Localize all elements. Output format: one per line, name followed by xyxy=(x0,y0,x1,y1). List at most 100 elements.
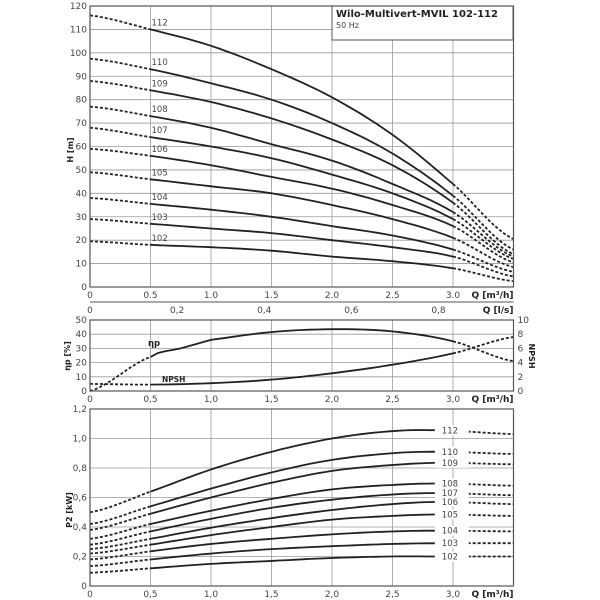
p2-curve-108-dashed-end xyxy=(462,483,514,487)
p2-curve-102-dashed-start xyxy=(90,567,151,574)
x-tick-label: 3.0 xyxy=(446,291,461,301)
y-tick-label: 120 xyxy=(70,2,87,12)
h-curve-105-dashed-end xyxy=(452,236,514,268)
label-background xyxy=(434,425,469,436)
y-axis-label: H [m] xyxy=(66,137,75,162)
h-curve-112-dashed-end xyxy=(452,183,514,240)
p2-curve-label: 102 xyxy=(442,553,458,563)
x-tick-label: 0,5 xyxy=(143,395,157,405)
p2-curve-label: 109 xyxy=(442,459,458,469)
title-box: Wilo-Multivert-MVIL 102-112 50 Hz xyxy=(331,5,514,41)
y-tick-label: 110 xyxy=(70,25,87,35)
y-right-tick-label: 2 xyxy=(518,373,524,383)
x-tick-label: 1,5 xyxy=(264,590,278,600)
p2-curve-104-solid xyxy=(150,529,441,553)
y-tick-label: 10 xyxy=(76,260,88,270)
x-axis-label: Q [m³/h] xyxy=(471,395,513,405)
x-tick-label: 2,0 xyxy=(325,395,340,405)
y-axis-label: P2 [kW] xyxy=(65,492,74,528)
y-tick-label: 30 xyxy=(76,213,88,223)
p2-curve-107-dashed-end xyxy=(462,492,514,497)
p2-curve-103-dashed-start xyxy=(89,558,151,567)
y-tick-label: 0,2 xyxy=(73,553,87,563)
x-tick-label: 0.5 xyxy=(143,291,157,301)
x-tick-label: 3,0 xyxy=(446,590,461,600)
p2-curve-110-dashed-end xyxy=(462,451,514,455)
y-tick-label: 40 xyxy=(76,330,88,340)
x-axis-label: Q [m³/h] xyxy=(471,590,513,600)
p2-curve-104-dashed-start xyxy=(89,550,151,561)
npsh-curve-dashed-start xyxy=(90,382,151,386)
h-curve-106-dashed-end xyxy=(452,225,514,264)
p2-curve-105-dashed-start xyxy=(89,543,151,555)
h-curve-label: 105 xyxy=(152,168,168,178)
plot-frame xyxy=(89,319,515,392)
h-curve-103-solid xyxy=(150,222,454,258)
label-background xyxy=(434,538,469,549)
y-tick-label: 40 xyxy=(76,189,88,199)
y-tick-label: 60 xyxy=(76,143,88,153)
chart-subtitle: 50 Hz xyxy=(336,21,359,30)
y-right-tick-label: 8 xyxy=(518,330,524,340)
npsh-curve-solid xyxy=(150,352,454,386)
label-background xyxy=(434,496,469,507)
y-right-axis-label: NPSH xyxy=(527,343,536,368)
y-tick-label: 1,2 xyxy=(73,405,87,415)
efficiency-curve-solid xyxy=(150,328,454,358)
h-curve-108-dashed-start xyxy=(89,105,151,117)
p2-curve-110-solid xyxy=(150,450,441,508)
y-right-tick-label: 6 xyxy=(518,344,524,354)
y-tick-label: 20 xyxy=(76,359,88,369)
p2-curve-106-solid xyxy=(150,501,441,540)
x2-axis-label: Q [l/s] xyxy=(483,306,514,316)
x-tick-label: 0 xyxy=(87,395,93,405)
p2-curve-label: 110 xyxy=(442,448,458,458)
p2-curve-label: 107 xyxy=(442,489,458,499)
x2-tick-label: 0,2 xyxy=(170,306,184,316)
p2-curve-103-solid xyxy=(150,542,441,561)
h-curve-106-solid xyxy=(150,155,454,227)
x2-tick-label: 0 xyxy=(87,306,93,316)
y-tick-label: 70 xyxy=(76,119,88,129)
y-right-tick-label: 10 xyxy=(518,316,530,326)
h-curve-102-solid xyxy=(150,243,454,270)
h-curve-label: 104 xyxy=(152,193,168,203)
label-background xyxy=(434,478,469,489)
x-tick-label: 2,5 xyxy=(385,590,399,600)
x-tick-label: 0 xyxy=(87,291,93,301)
h-curve-label: 108 xyxy=(152,105,168,115)
y-tick-label: 90 xyxy=(76,72,88,82)
p2-curve-102-solid xyxy=(150,555,441,570)
h-curve-105-dashed-start xyxy=(89,171,151,181)
p2-curve-108-dashed-start xyxy=(89,523,151,540)
h-curve-108-dashed-end xyxy=(452,211,514,258)
label-background xyxy=(434,525,469,536)
p2-curve-label: 103 xyxy=(442,539,458,549)
h-curve-107-solid xyxy=(150,136,454,220)
y-tick-label: 0,8 xyxy=(73,464,88,474)
x2-tick-label: 0,6 xyxy=(344,306,359,316)
label-background xyxy=(434,488,469,499)
h-curve-103-dashed-end xyxy=(452,255,514,278)
h-curve-110-dashed-start xyxy=(89,57,151,71)
x-tick-label: 2.0 xyxy=(325,291,340,301)
h-curve-109-solid xyxy=(150,89,454,204)
p2-curve-label: 112 xyxy=(442,426,458,436)
h-curve-104-dashed-end xyxy=(452,248,514,273)
x-tick-label: 2,0 xyxy=(325,590,340,600)
efficiency-curve-label: ηp xyxy=(148,339,160,349)
x-tick-label: 1,0 xyxy=(204,395,219,405)
efficiency-curve-dashed-end xyxy=(452,340,514,363)
y-tick-label: 0 xyxy=(81,387,87,397)
h-curve-104-solid xyxy=(150,203,454,251)
y-axis-label: ηp [%] xyxy=(63,341,72,371)
h-curve-104-dashed-start xyxy=(89,197,151,205)
p2-curve-107-solid xyxy=(150,492,441,533)
plot-frame xyxy=(89,5,515,288)
h-curve-102-dashed-start xyxy=(89,240,151,246)
x-tick-label: 1.5 xyxy=(264,291,278,301)
p2-curve-109-dashed-end xyxy=(462,462,514,466)
h-curve-label: 106 xyxy=(152,145,168,155)
y-tick-label: 1,0 xyxy=(73,435,88,445)
